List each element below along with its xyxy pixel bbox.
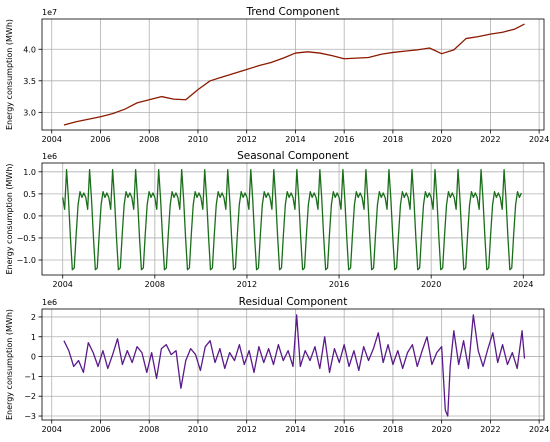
x-tick-label: 2018	[383, 135, 403, 144]
plot-frame	[41, 308, 545, 421]
x-tick-label: 2010	[188, 135, 208, 144]
x-tick-label: 2020	[431, 425, 451, 434]
x-tick-label: 2004	[42, 135, 62, 144]
x-tick-label: 2008	[145, 280, 165, 289]
x-tick-label: 2008	[139, 425, 159, 434]
x-tick-label: 2024	[513, 280, 533, 289]
chart-title: Seasonal Component	[237, 150, 349, 162]
y-tick-label: −2	[24, 392, 36, 401]
x-tick-label: 2004	[53, 280, 73, 289]
x-tick-label: 2006	[90, 135, 110, 144]
axis-multiplier: 1e6	[42, 298, 57, 307]
y-tick-label: −1.0	[17, 256, 36, 265]
x-tick-label: 2022	[480, 135, 500, 144]
series-line	[62, 168, 522, 271]
y-tick-label: −1	[24, 372, 36, 381]
y-tick-label: 0.0	[23, 212, 36, 221]
x-tick-label: 2014	[285, 425, 305, 434]
series-line	[63, 23, 525, 126]
x-tick-label: 2010	[188, 425, 208, 434]
panel-2: 2004 2008 2012 2016 2020 2024 −1.0 −0.5 0.0 0.5 1.…	[5, 150, 545, 289]
x-tick-label: 2024	[529, 425, 549, 434]
y-tick-label: −0.5	[17, 234, 36, 243]
x-tick-label: 2006	[90, 425, 110, 434]
x-tick-label: 2004	[42, 425, 62, 434]
x-tick-label: 2018	[383, 425, 403, 434]
x-tick-label: 2024	[529, 135, 549, 144]
x-tick-label: 2020	[421, 280, 441, 289]
y-tick-label: 1	[31, 333, 36, 342]
x-tick-label: 2012	[237, 280, 257, 289]
y-tick-label: 4.0	[23, 45, 36, 54]
plot-frame	[41, 162, 545, 276]
x-tick-label: 2022	[480, 425, 500, 434]
axis-multiplier: 1e6	[42, 152, 57, 161]
x-tick-label: 2014	[285, 135, 305, 144]
chart-title: Residual Component	[239, 296, 348, 308]
y-axis-label: Energy consumption (MWh)	[5, 19, 14, 130]
series-line	[63, 314, 526, 417]
y-tick-label: 3.0	[23, 108, 36, 117]
panel-1: 2004 2006 2008 2010 2012 2014 2016 2018 2020 2022…	[5, 6, 549, 144]
y-axis-label: Energy consumption (MWh)	[5, 309, 14, 420]
x-tick-label: 2016	[334, 135, 354, 144]
chart-title: Trend Component	[245, 6, 339, 18]
plot-frame	[41, 18, 545, 131]
y-tick-label: 1.0	[23, 168, 36, 177]
y-tick-label: 0	[31, 353, 36, 362]
y-tick-label: 3.5	[23, 77, 36, 86]
x-tick-label: 2016	[329, 280, 349, 289]
y-tick-label: 2	[31, 313, 36, 322]
x-tick-label: 2012	[237, 425, 257, 434]
x-tick-label: 2020	[431, 135, 451, 144]
x-tick-label: 2012	[237, 135, 257, 144]
axis-multiplier: 1e7	[42, 8, 57, 17]
y-tick-label: −3	[24, 412, 36, 421]
panel-3: 2004 2006 2008 2010 2012 2014 2016 2018 2020 2022…	[5, 296, 549, 434]
y-axis-label: Energy consumption (MWh)	[5, 163, 14, 274]
x-tick-label: 2008	[139, 135, 159, 144]
x-tick-label: 2016	[334, 425, 354, 434]
y-tick-label: 0.5	[23, 190, 36, 199]
